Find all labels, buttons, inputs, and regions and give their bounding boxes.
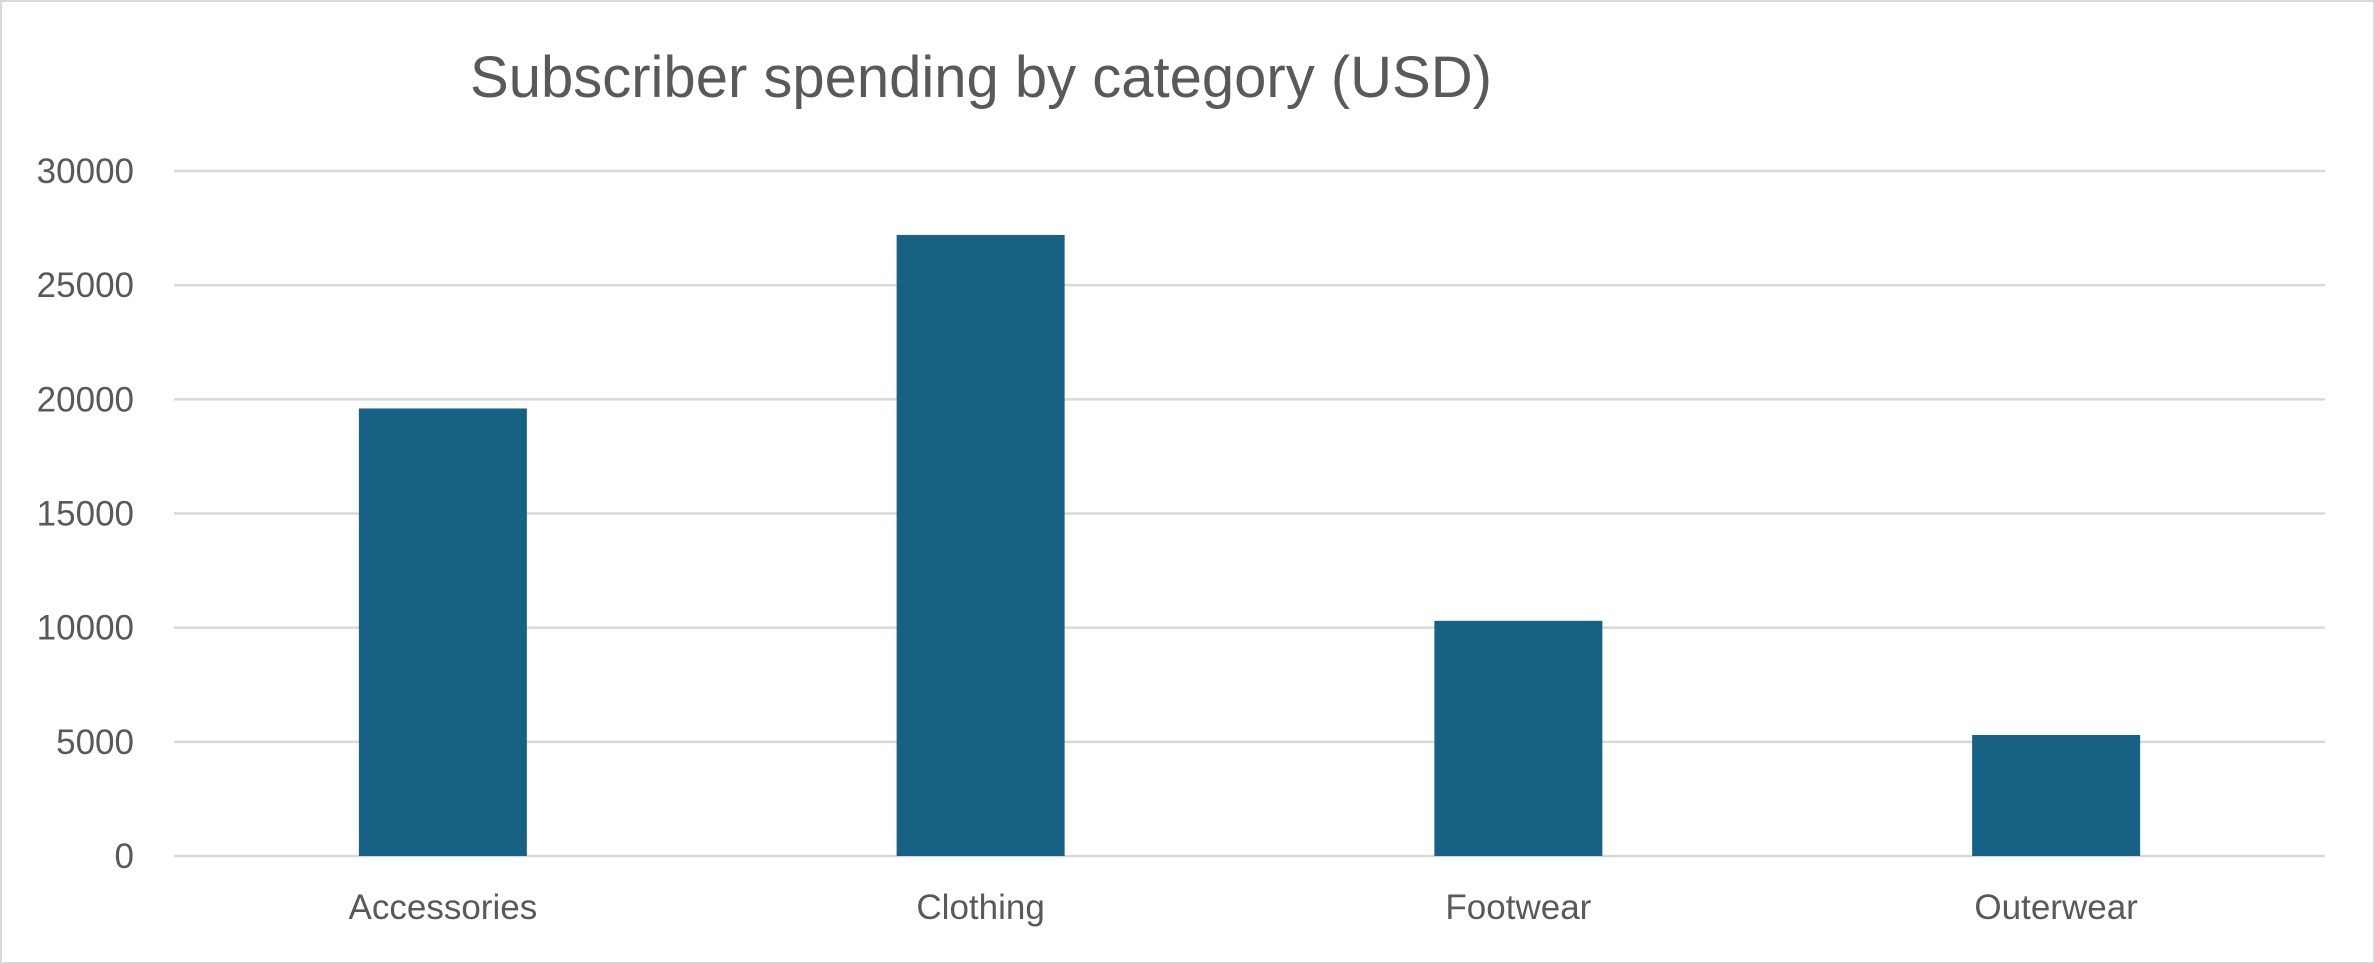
x-tick-label: Footwear <box>1445 888 1591 927</box>
x-tick-label: Accessories <box>349 888 538 927</box>
chart-title: Subscriber spending by category (USD) <box>470 45 1492 110</box>
y-tick-label: 25000 <box>37 266 134 305</box>
x-tick-label: Outerwear <box>1974 888 2138 927</box>
bar-clothing <box>896 234 1065 856</box>
y-tick-label: 5000 <box>56 723 134 762</box>
bar-outerwear <box>1972 734 2141 856</box>
y-tick-label: 10000 <box>37 609 134 648</box>
y-tick-label: 0 <box>115 837 134 876</box>
x-axis-tick-labels: Accessories Clothing Footwear Outerwear <box>349 888 2139 927</box>
y-tick-label: 30000 <box>37 152 134 191</box>
y-tick-label: 20000 <box>37 380 134 419</box>
bar-accessories <box>358 408 527 856</box>
x-tick-label: Clothing <box>916 888 1044 927</box>
y-axis-tick-labels: 0 5000 10000 15000 20000 25000 30000 <box>37 152 134 876</box>
y-tick-label: 15000 <box>37 495 134 534</box>
bar-footwear <box>1434 620 1603 856</box>
bars <box>358 234 2141 856</box>
gridlines <box>174 169 2325 858</box>
